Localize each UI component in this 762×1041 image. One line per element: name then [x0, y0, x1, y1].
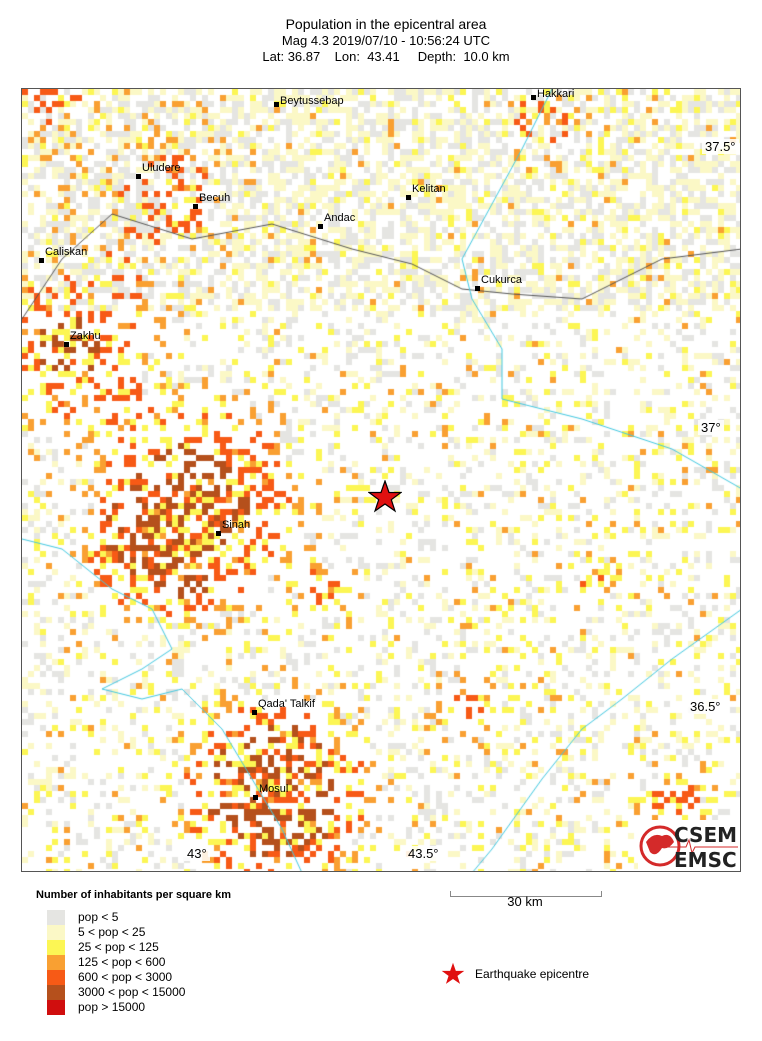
legend-swatch	[47, 910, 65, 925]
svg-text:EMSC: EMSC	[674, 848, 737, 872]
lon-label: 43.5°	[405, 846, 442, 861]
population-density-layer	[22, 89, 740, 871]
legend-swatch	[47, 940, 65, 955]
legend-swatch	[47, 970, 65, 985]
legend-swatch	[47, 1000, 65, 1015]
legend-label: 600 < pop < 3000	[78, 970, 173, 984]
legend-label: pop > 15000	[78, 1000, 146, 1014]
legend-label: 5 < pop < 25	[78, 925, 146, 939]
legend-epicentre-label: Earthquake epicentre	[475, 967, 590, 981]
map-title: Population in the epicentral area	[285, 16, 487, 32]
lon-label: 43°	[184, 846, 210, 861]
legend-label: 125 < pop < 600	[78, 955, 166, 969]
legend-epicentre-star-icon	[441, 962, 465, 984]
population-map[interactable]: Beytussebap Hakkari Uludere Becuh Kelita…	[21, 88, 741, 872]
epicentre-star-icon[interactable]	[368, 480, 402, 514]
legend-label: pop < 5	[78, 910, 119, 924]
legend-title: Number of inhabitants per square km	[36, 889, 231, 901]
legend-swatch	[47, 955, 65, 970]
lat-label: 37.5°	[702, 139, 739, 154]
legend-swatch	[47, 985, 65, 1000]
scale-label: 30 km	[507, 894, 543, 909]
legend-swatch	[47, 925, 65, 940]
csem-emsc-logo: CSEM EMSC	[638, 820, 740, 872]
legend-label: 3000 < pop < 15000	[78, 985, 186, 999]
lat-label: 37°	[698, 420, 724, 435]
svg-text:CSEM: CSEM	[674, 823, 737, 847]
legend-label: 25 < pop < 125	[78, 940, 159, 954]
scale-bar	[450, 891, 602, 897]
event-location: Lat: 36.87 Lon: 43.41 Depth: 10.0 km	[262, 49, 510, 64]
event-info: Mag 4.3 2019/07/10 - 10:56:24 UTC	[281, 33, 491, 48]
lat-label: 36.5°	[687, 699, 724, 714]
